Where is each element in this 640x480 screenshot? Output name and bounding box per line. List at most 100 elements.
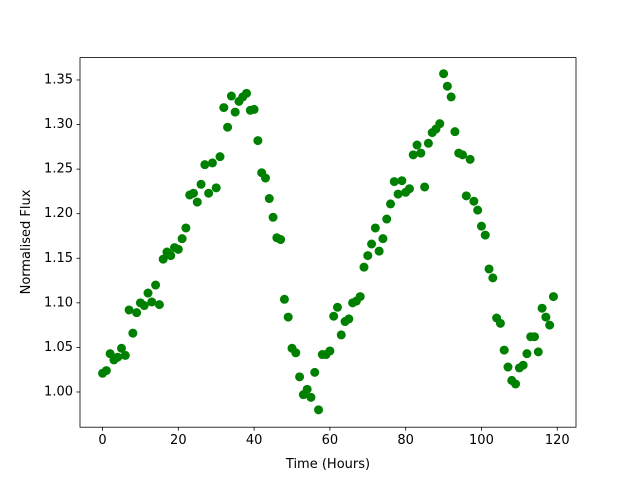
y-tick-label: 1.30 [44,117,73,132]
point [522,349,532,359]
point [499,345,509,355]
point [378,234,388,244]
point [314,405,324,415]
point [336,330,346,340]
x-tick-label: 100 [469,433,494,448]
point [476,221,486,231]
point [435,119,445,129]
point [310,367,320,377]
point [200,160,210,170]
point [382,214,392,224]
point [541,312,551,322]
point [480,230,490,240]
point [386,199,396,209]
point [249,104,259,114]
point [458,150,468,160]
point [325,346,335,356]
point [291,348,301,358]
point [211,183,221,193]
point [511,379,521,389]
x-tick-label: 60 [322,433,339,448]
point [344,314,354,324]
x-tick-label: 0 [98,433,106,448]
point [147,297,157,307]
point [242,88,252,98]
point [264,194,274,204]
point [461,191,471,201]
point [537,303,547,313]
point [279,294,289,304]
point [473,205,483,215]
point [181,223,191,233]
point [495,318,505,328]
point [412,140,422,150]
point [139,301,149,311]
point [329,311,339,321]
point [124,305,134,315]
point [465,154,475,164]
point [439,69,449,79]
point [196,179,206,189]
point [143,288,153,298]
point [158,254,168,264]
point [484,264,494,274]
point [302,384,312,394]
point [177,234,187,244]
point [367,239,377,249]
point [230,107,240,117]
point [545,320,555,330]
point [408,150,418,160]
point [446,92,456,102]
x-axis-label: Time (Hours) [285,457,370,472]
point [488,273,498,283]
point [260,173,270,183]
y-tick-label: 1.20 [44,206,73,221]
point [128,328,138,338]
point [518,360,528,370]
point [283,312,293,322]
point [363,251,373,261]
point [132,308,142,318]
point [306,392,316,402]
point [374,246,384,256]
y-tick-label: 1.10 [44,295,73,310]
point [548,292,558,302]
point [154,300,164,310]
x-tick-label: 120 [545,433,570,448]
point [223,122,233,132]
point [151,280,161,290]
y-tick-label: 1.05 [44,340,73,355]
x-tick-label: 80 [397,433,414,448]
point [332,302,342,312]
point [416,148,426,158]
point [173,244,183,254]
point [276,235,286,245]
point [370,223,380,233]
point [188,188,198,198]
point [204,188,214,198]
point [503,362,513,372]
point [207,158,217,168]
point [420,182,430,192]
y-tick-label: 1.35 [44,72,73,87]
point [469,196,479,206]
point [423,138,433,148]
point [295,372,305,382]
y-axis-label: Normalised Flux [19,189,34,294]
point [389,177,399,187]
point [268,212,278,222]
point [113,352,123,362]
y-tick-label: 1.15 [44,251,73,266]
x-tick-label: 20 [170,433,187,448]
point [101,366,111,376]
point [450,127,460,137]
point [215,152,225,162]
y-tick-label: 1.00 [44,384,73,399]
point [404,184,414,194]
point [530,332,540,342]
plot-frame [79,57,577,428]
point [253,136,263,146]
y-tick-label: 1.25 [44,162,73,177]
point [355,292,365,302]
